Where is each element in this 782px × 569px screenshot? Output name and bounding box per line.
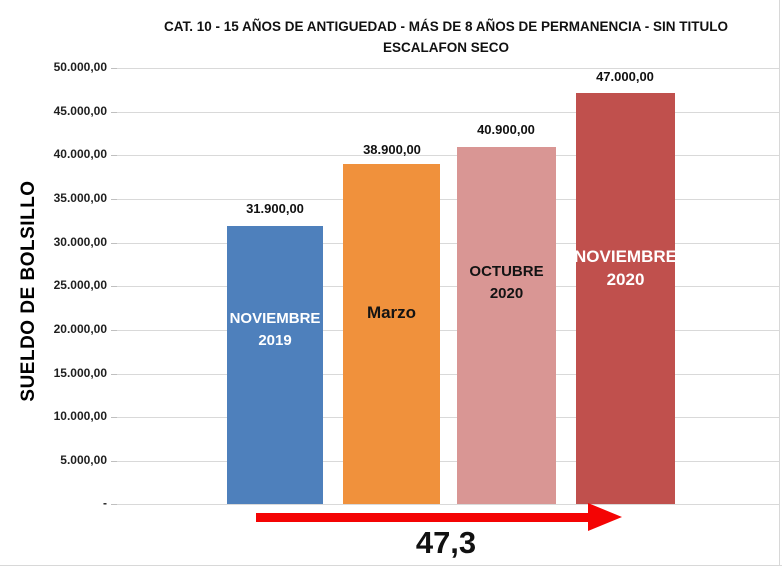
tickmark <box>111 199 117 200</box>
bar-label-line1: Marzo <box>366 303 417 322</box>
gridline-30000 <box>117 243 780 244</box>
tickmark <box>111 504 117 505</box>
gridline-50000 <box>117 68 780 69</box>
gridline-35000 <box>117 199 780 200</box>
right-arrow-icon <box>588 503 622 531</box>
chart-title-line2: ESCALAFON SECO <box>382 40 509 55</box>
bar-label-line2: 2020 <box>606 270 645 289</box>
chart-title: CAT. 10 - 15 AÑOS DE ANTIGUEDAD - MÁS DE… <box>0 16 782 58</box>
axis-baseline <box>117 504 780 505</box>
value-label: 31.900,00 <box>246 201 304 216</box>
gridline-25000 <box>117 286 780 287</box>
value-label: 47.000,00 <box>596 69 654 84</box>
bar-marzo <box>343 164 440 504</box>
tickmark <box>111 155 117 156</box>
tickmark <box>111 112 117 113</box>
gridline-5000 <box>117 461 780 462</box>
tickmark <box>111 330 117 331</box>
y-tick-label: 25.000,00 <box>53 278 107 292</box>
tickmark <box>111 68 117 69</box>
bar-noviembre-2020 <box>576 93 675 504</box>
tickmark <box>111 243 117 244</box>
gridline-10000 <box>117 417 780 418</box>
chart-bottom-border <box>0 565 782 566</box>
bar-label-line2: 2020 <box>489 285 524 302</box>
tickmark <box>111 417 117 418</box>
bar-label-line1: NOVIEMBRE <box>229 310 321 327</box>
bar-category-label: NOVIEMBRE 2020 <box>572 245 679 291</box>
bar-category-label: Marzo <box>343 303 440 323</box>
y-tick-label: 15.000,00 <box>53 366 107 380</box>
chart-right-border <box>779 0 780 566</box>
y-tick-label-zero: - <box>103 496 107 510</box>
y-tick-label: 40.000,00 <box>53 147 107 161</box>
gridline-40000 <box>117 155 780 156</box>
bar-noviembre-2019 <box>227 226 323 504</box>
bar-label-line1: OCTUBRE <box>469 263 544 280</box>
y-tick-label: 10.000,00 <box>53 409 107 423</box>
gridline-15000 <box>117 374 780 375</box>
gridline-45000 <box>117 112 780 113</box>
y-tick-label: 20.000,00 <box>53 322 107 336</box>
bar-label-line1: NOVIEMBRE <box>574 247 677 266</box>
chart-title-line1: CAT. 10 - 15 AÑOS DE ANTIGUEDAD - MÁS DE… <box>163 19 729 34</box>
bar-category-label: OCTUBRE 2020 <box>455 261 558 305</box>
value-label: 38.900,00 <box>363 142 421 157</box>
tickmark <box>111 461 117 462</box>
bar-octubre-2020 <box>457 147 556 504</box>
arrow-shaft <box>256 513 590 522</box>
y-tick-label: 35.000,00 <box>53 191 107 205</box>
bar-category-label: NOVIEMBRE 2019 <box>225 308 325 352</box>
y-tick-label: 30.000,00 <box>53 235 107 249</box>
bar-label-line2: 2019 <box>258 332 292 349</box>
y-tick-label: 5.000,00 <box>60 453 107 467</box>
annotation-value: 47,3 <box>415 525 477 560</box>
tickmark <box>111 374 117 375</box>
y-tick-label: 50.000,00 <box>53 60 107 74</box>
tickmark <box>111 286 117 287</box>
gridline-20000 <box>117 330 780 331</box>
y-tick-label: 45.000,00 <box>53 104 107 118</box>
value-label: 40.900,00 <box>477 122 535 137</box>
